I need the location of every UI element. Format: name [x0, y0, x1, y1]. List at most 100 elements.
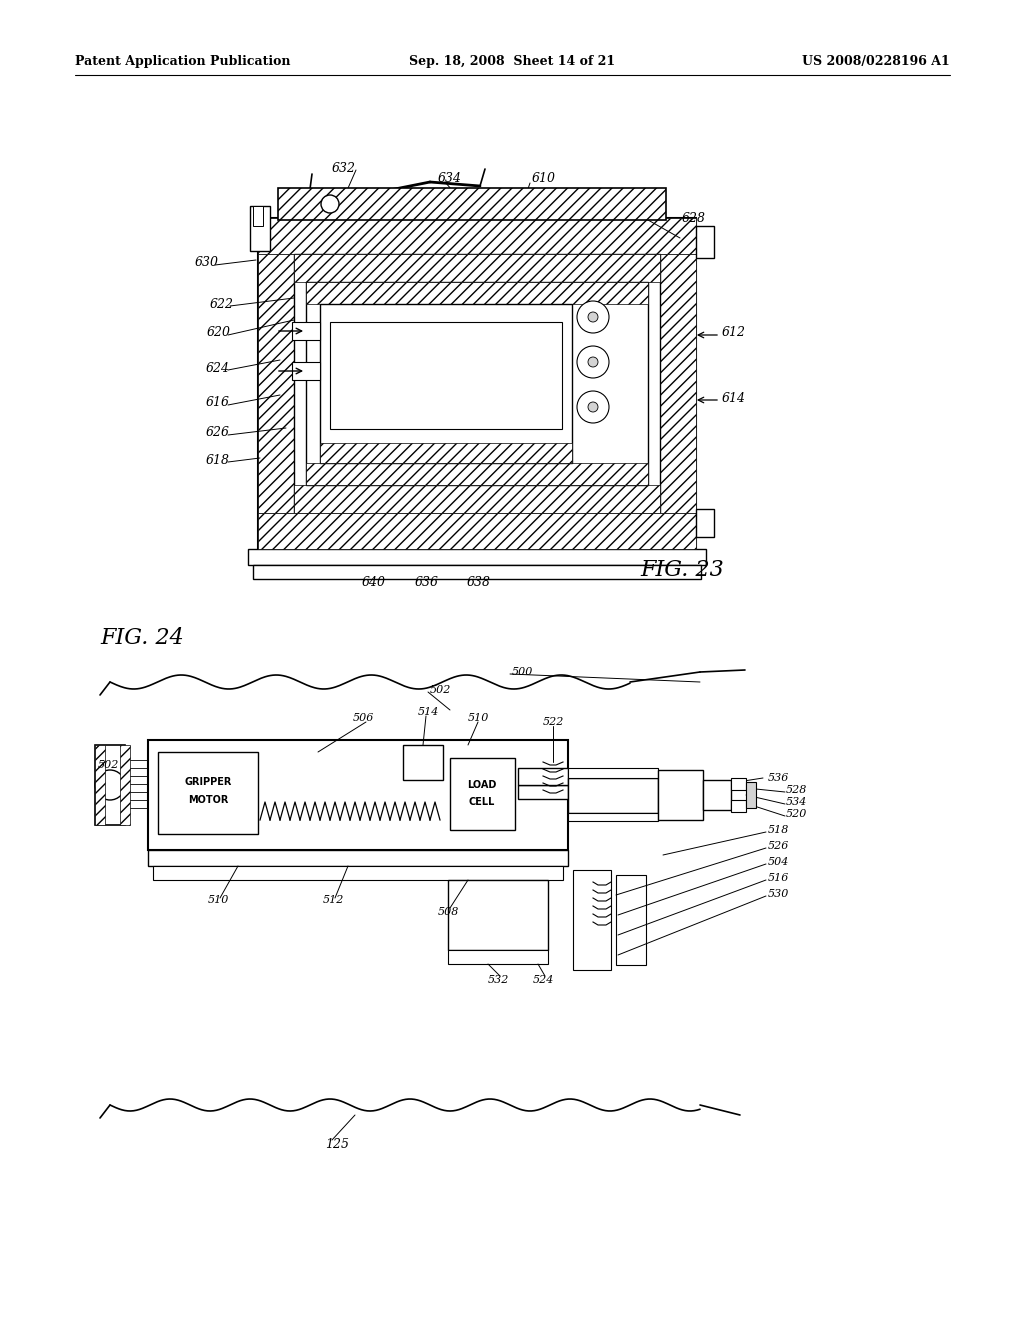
- Text: 614: 614: [722, 392, 746, 404]
- Bar: [518, 768, 568, 785]
- Bar: [731, 777, 746, 789]
- Text: 125: 125: [325, 1138, 349, 1151]
- Bar: [306, 282, 648, 484]
- Bar: [518, 785, 568, 799]
- Bar: [148, 741, 568, 850]
- Bar: [449, 950, 548, 964]
- Bar: [660, 253, 696, 513]
- Circle shape: [95, 770, 125, 800]
- Text: 620: 620: [207, 326, 231, 339]
- Bar: [568, 813, 658, 821]
- Bar: [248, 549, 706, 565]
- Text: LOAD: LOAD: [467, 780, 497, 789]
- Text: 524: 524: [534, 975, 554, 985]
- Bar: [746, 781, 756, 808]
- Text: 506: 506: [353, 713, 375, 723]
- Text: 528: 528: [786, 785, 807, 795]
- Bar: [253, 565, 701, 579]
- Text: GRIPPER: GRIPPER: [184, 777, 231, 787]
- Circle shape: [577, 301, 609, 333]
- Text: 504: 504: [768, 857, 790, 867]
- Text: Patent Application Publication: Patent Application Publication: [75, 55, 291, 69]
- Text: 510: 510: [208, 895, 229, 906]
- Text: 636: 636: [415, 576, 439, 589]
- Text: 508: 508: [438, 907, 460, 917]
- Text: 502: 502: [98, 760, 120, 770]
- Text: 516: 516: [768, 873, 790, 883]
- Bar: [319, 304, 572, 463]
- Text: 616: 616: [206, 396, 230, 409]
- Text: Sep. 18, 2008  Sheet 14 of 21: Sep. 18, 2008 Sheet 14 of 21: [409, 55, 615, 69]
- Text: 520: 520: [786, 809, 807, 818]
- Text: 610: 610: [532, 173, 556, 186]
- Text: 638: 638: [467, 576, 490, 589]
- Bar: [696, 510, 714, 537]
- Bar: [120, 744, 130, 825]
- Bar: [658, 770, 703, 820]
- Text: 502: 502: [430, 685, 452, 696]
- Text: 632: 632: [332, 161, 356, 174]
- Bar: [294, 253, 660, 513]
- Text: 622: 622: [210, 297, 234, 310]
- Bar: [306, 282, 648, 304]
- Bar: [449, 880, 548, 950]
- Text: FIG. 23: FIG. 23: [640, 558, 724, 581]
- Bar: [258, 513, 696, 549]
- Text: 512: 512: [323, 895, 344, 906]
- Text: 510: 510: [468, 713, 489, 723]
- Bar: [403, 744, 443, 780]
- Bar: [294, 484, 660, 513]
- Text: 514: 514: [418, 708, 439, 717]
- Bar: [292, 362, 319, 380]
- Text: CELL: CELL: [469, 797, 496, 807]
- Circle shape: [588, 356, 598, 367]
- Text: 640: 640: [362, 576, 386, 589]
- Bar: [330, 322, 562, 429]
- Bar: [258, 253, 294, 513]
- Bar: [258, 218, 696, 253]
- Circle shape: [321, 195, 339, 213]
- Text: FIG. 24: FIG. 24: [100, 627, 183, 649]
- Bar: [294, 253, 660, 282]
- Bar: [703, 780, 731, 810]
- Text: 536: 536: [768, 774, 790, 783]
- Bar: [258, 513, 696, 549]
- Circle shape: [588, 312, 598, 322]
- Circle shape: [577, 346, 609, 378]
- Text: 534: 534: [786, 797, 807, 807]
- Bar: [250, 206, 270, 251]
- Text: 522: 522: [543, 717, 564, 727]
- Text: 530: 530: [768, 888, 790, 899]
- Text: 626: 626: [206, 426, 230, 440]
- Bar: [292, 322, 319, 341]
- Text: 526: 526: [768, 841, 790, 851]
- Bar: [95, 744, 105, 825]
- Bar: [258, 218, 696, 549]
- Bar: [731, 800, 746, 812]
- Bar: [148, 850, 568, 866]
- Bar: [253, 206, 263, 226]
- Text: 618: 618: [206, 454, 230, 466]
- Text: 532: 532: [488, 975, 509, 985]
- Bar: [306, 463, 648, 484]
- Circle shape: [577, 391, 609, 422]
- Text: 628: 628: [682, 211, 706, 224]
- Bar: [319, 444, 572, 463]
- Bar: [95, 744, 125, 825]
- Text: 624: 624: [206, 362, 230, 375]
- Bar: [158, 752, 258, 834]
- Text: 612: 612: [722, 326, 746, 339]
- Text: 500: 500: [512, 667, 534, 677]
- Bar: [153, 866, 563, 880]
- Bar: [616, 875, 646, 965]
- Bar: [568, 768, 658, 777]
- Bar: [278, 187, 666, 220]
- Bar: [450, 758, 515, 830]
- Text: US 2008/0228196 A1: US 2008/0228196 A1: [802, 55, 950, 69]
- Bar: [696, 226, 714, 257]
- Bar: [568, 777, 658, 813]
- Text: 518: 518: [768, 825, 790, 836]
- Bar: [573, 870, 611, 970]
- Text: 630: 630: [195, 256, 219, 269]
- Text: 634: 634: [438, 173, 462, 186]
